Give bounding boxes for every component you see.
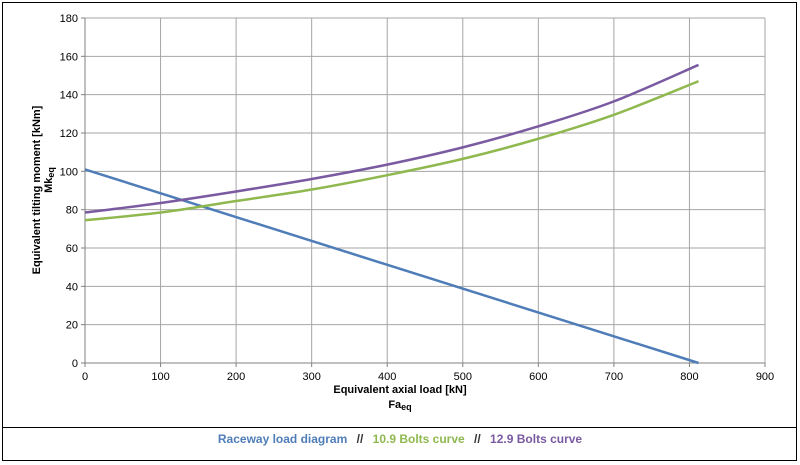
y-tick-label: 100 <box>60 166 78 178</box>
x-tick-label: 100 <box>151 371 169 383</box>
series-line-1 <box>84 80 699 222</box>
x-axis-subtitle: Faeq <box>388 399 411 412</box>
y-tick-label: 60 <box>66 243 78 255</box>
x-tick-label: 500 <box>454 371 472 383</box>
x-tick-label: 300 <box>302 371 320 383</box>
series-line-0 <box>84 168 699 365</box>
axes <box>81 17 766 367</box>
y-axis-subtitle-main: Mk <box>43 177 55 193</box>
line-chart: 0 100 200 300 400 500 600 700 800 900 0 20 40 60 80 10… <box>31 13 774 412</box>
y-tick-label: 180 <box>60 13 78 25</box>
y-tick-labels: 0 20 40 60 80 100 120 140 160 180 <box>60 13 78 370</box>
y-tick-label: 80 <box>66 205 78 217</box>
y-tick-label: 160 <box>60 51 78 63</box>
y-tick-label: 20 <box>66 320 78 332</box>
legend-separator: // <box>356 432 364 446</box>
legend-item-raceway: Raceway load diagram <box>217 432 348 446</box>
legend: Raceway load diagram // 10.9 Bolts curve… <box>0 432 800 446</box>
x-tick-label: 800 <box>680 371 698 383</box>
legend-item-bolts-12-9: 12.9 Bolts curve <box>490 432 583 446</box>
y-tick-label: 140 <box>60 90 78 102</box>
y-tick-label: 120 <box>60 128 78 140</box>
x-axis-subtitle-main: Fa <box>388 399 402 411</box>
x-tick-label: 600 <box>529 371 547 383</box>
x-axis-title: Equivalent axial load [kN] <box>333 384 467 396</box>
x-axis-subtitle-index: eq <box>401 402 412 412</box>
y-axis-title: Equivalent tilting moment [kNm] <box>31 105 43 274</box>
grid-lines <box>84 17 766 364</box>
series-lines <box>84 63 700 365</box>
legend-divider <box>2 427 797 428</box>
y-axis-subtitle-index: eq <box>46 167 56 178</box>
legend-separator: // <box>474 432 481 446</box>
x-tick-label: 200 <box>227 371 245 383</box>
x-tick-label: 400 <box>378 371 396 383</box>
x-tick-labels: 0 100 200 300 400 500 600 700 800 900 <box>82 371 774 383</box>
x-tick-label: 700 <box>605 371 623 383</box>
series-line-2 <box>84 63 700 214</box>
y-tick-label: 0 <box>72 358 78 370</box>
x-tick-label: 900 <box>756 371 774 383</box>
x-tick-label: 0 <box>82 371 88 383</box>
legend-item-bolts-10-9: 10.9 Bolts curve <box>372 432 465 446</box>
y-tick-label: 40 <box>66 281 78 293</box>
y-axis-subtitle: Mkeq <box>43 167 56 193</box>
